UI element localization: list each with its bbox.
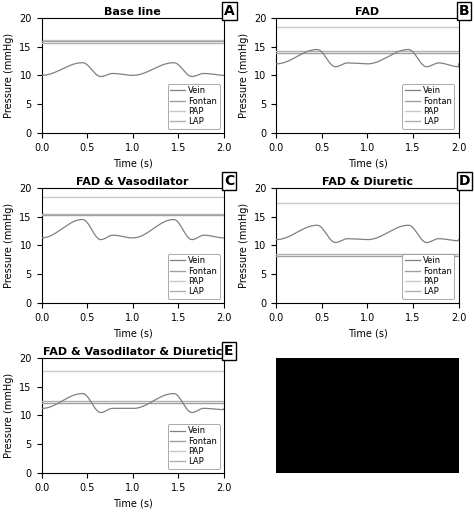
Y-axis label: Pressure (mmHg): Pressure (mmHg) bbox=[4, 373, 14, 458]
Legend: Vein, Fontan, PAP, LAP: Vein, Fontan, PAP, LAP bbox=[402, 84, 455, 129]
Title: FAD & Diuretic: FAD & Diuretic bbox=[322, 177, 413, 187]
Legend: Vein, Fontan, PAP, LAP: Vein, Fontan, PAP, LAP bbox=[402, 254, 455, 298]
Text: B: B bbox=[459, 4, 469, 18]
X-axis label: Time (s): Time (s) bbox=[113, 498, 153, 508]
Legend: Vein, Fontan, PAP, LAP: Vein, Fontan, PAP, LAP bbox=[167, 254, 220, 298]
Title: FAD: FAD bbox=[356, 7, 380, 17]
X-axis label: Time (s): Time (s) bbox=[113, 158, 153, 168]
Legend: Vein, Fontan, PAP, LAP: Vein, Fontan, PAP, LAP bbox=[167, 84, 220, 129]
Title: Base line: Base line bbox=[104, 7, 161, 17]
Y-axis label: Pressure (mmHg): Pressure (mmHg) bbox=[4, 33, 14, 118]
Y-axis label: Pressure (mmHg): Pressure (mmHg) bbox=[4, 203, 14, 288]
Text: C: C bbox=[224, 174, 234, 188]
Y-axis label: Pressure (mmHg): Pressure (mmHg) bbox=[238, 203, 248, 288]
Title: FAD & Vasodilator: FAD & Vasodilator bbox=[76, 177, 189, 187]
X-axis label: Time (s): Time (s) bbox=[347, 328, 387, 338]
Text: D: D bbox=[459, 174, 470, 188]
Text: E: E bbox=[224, 344, 233, 358]
Title: FAD & Vasodilator & Diuretic: FAD & Vasodilator & Diuretic bbox=[43, 347, 222, 357]
X-axis label: Time (s): Time (s) bbox=[347, 158, 387, 168]
Legend: Vein, Fontan, PAP, LAP: Vein, Fontan, PAP, LAP bbox=[167, 424, 220, 468]
Text: A: A bbox=[224, 4, 235, 18]
X-axis label: Time (s): Time (s) bbox=[113, 328, 153, 338]
Y-axis label: Pressure (mmHg): Pressure (mmHg) bbox=[238, 33, 248, 118]
